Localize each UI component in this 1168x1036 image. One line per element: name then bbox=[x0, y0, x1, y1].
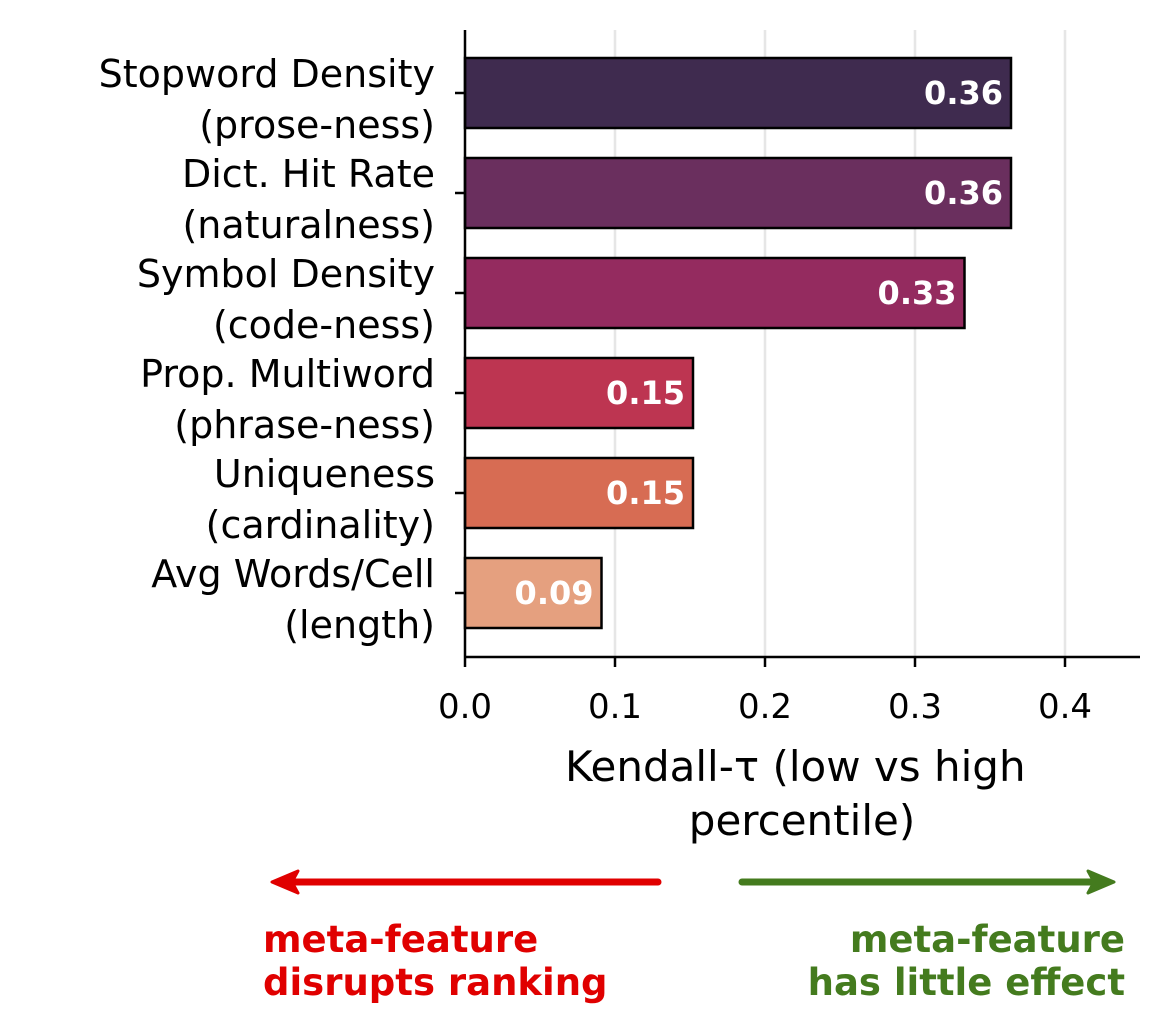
x-ticks: 0.0 0.1 0.2 0.3 0.4 bbox=[438, 657, 1092, 727]
annotation-left-line-2: disrupts ranking bbox=[263, 961, 608, 1004]
category-label-line: (cardinality) bbox=[206, 503, 435, 547]
bar-value-label: 0.15 bbox=[606, 374, 685, 412]
x-grid bbox=[613, 30, 1067, 657]
category-label: Avg Words/Cell (length) bbox=[151, 552, 435, 647]
bars: 0.36 0.36 0.33 0.15 0.15 0.09 bbox=[463, 56, 1013, 630]
x-tick-label: 0.2 bbox=[738, 687, 792, 727]
arrow-right-icon bbox=[738, 869, 1116, 895]
category-label: Symbol Density (code-ness) bbox=[137, 252, 435, 347]
annotation-arrows bbox=[270, 869, 1116, 895]
bar-value-label: 0.33 bbox=[878, 274, 957, 312]
category-label-line: Avg Words/Cell bbox=[151, 552, 435, 596]
x-tick-label: 0.3 bbox=[888, 687, 942, 727]
annotation-left-line-1: meta-feature bbox=[263, 918, 539, 961]
category-label-line: Symbol Density bbox=[137, 252, 435, 296]
arrow-left-icon bbox=[270, 869, 662, 895]
category-label-line: Stopword Density bbox=[99, 52, 435, 96]
bar-value-label: 0.09 bbox=[515, 574, 594, 612]
annotation-little-effect: meta-feature has little effect bbox=[808, 918, 1125, 1004]
category-label-line: (naturalness) bbox=[182, 203, 435, 247]
category-label: Prop. Multiword (phrase-ness) bbox=[140, 352, 435, 447]
annotation-disrupts-ranking: meta-feature disrupts ranking bbox=[263, 918, 608, 1004]
category-label: Uniqueness (cardinality) bbox=[206, 452, 435, 547]
category-label-line: Prop. Multiword bbox=[140, 352, 435, 396]
category-label: Stopword Density (prose-ness) bbox=[99, 52, 435, 147]
x-axis-title: Kendall-τ (low vs high percentile) bbox=[565, 742, 1039, 845]
category-label-line: Uniqueness bbox=[214, 452, 435, 496]
category-label-line: Dict. Hit Rate bbox=[182, 152, 435, 196]
x-tick-label: 0.1 bbox=[588, 687, 642, 727]
x-tick-label: 0.4 bbox=[1038, 687, 1092, 727]
category-label-line: (prose-ness) bbox=[199, 103, 435, 147]
bar-value-label: 0.36 bbox=[924, 174, 1003, 212]
bar bbox=[463, 56, 1013, 130]
bar-value-label: 0.15 bbox=[606, 474, 685, 512]
x-axis-title-line-1: Kendall-τ (low vs high bbox=[565, 742, 1026, 791]
x-axis-title-line-2: percentile) bbox=[689, 796, 915, 845]
category-label: Dict. Hit Rate (naturalness) bbox=[182, 152, 435, 247]
category-labels: Stopword Density (prose-ness) Dict. Hit Ra… bbox=[99, 52, 435, 647]
category-label-line: (code-ness) bbox=[213, 303, 435, 347]
bar bbox=[463, 256, 966, 330]
annotation-right-line-2: has little effect bbox=[807, 961, 1125, 1004]
annotation-right-line-1: meta-feature bbox=[849, 918, 1125, 961]
category-label-line: (length) bbox=[284, 603, 435, 647]
axes bbox=[455, 30, 1140, 659]
category-label-line: (phrase-ness) bbox=[174, 403, 435, 447]
bar bbox=[463, 156, 1013, 230]
bar-value-label: 0.36 bbox=[924, 74, 1003, 112]
x-tick-label: 0.0 bbox=[438, 687, 492, 727]
